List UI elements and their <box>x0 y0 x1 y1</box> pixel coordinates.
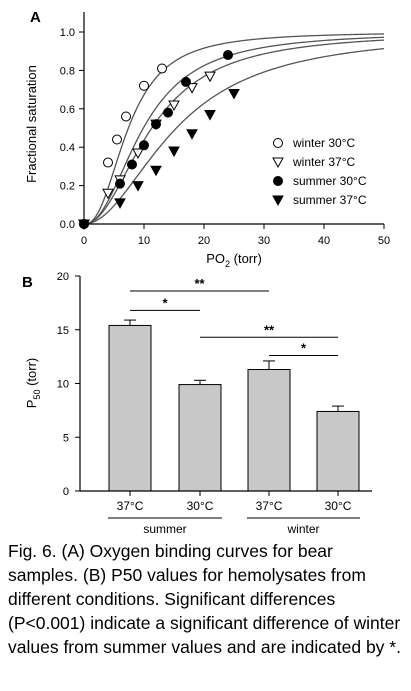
data-point <box>114 198 126 209</box>
data-point <box>204 71 216 83</box>
y-tick-label: 0.0 <box>60 219 75 231</box>
category-label: 37°C <box>256 499 283 513</box>
legend-marker <box>273 176 283 186</box>
significance-brackets: ****** <box>130 276 338 357</box>
x-tick-label: 40 <box>318 235 330 247</box>
data-point <box>181 76 191 87</box>
legend-entry: winter 30°C <box>292 136 355 150</box>
y-tick-label: 0.8 <box>60 65 75 77</box>
panel-b-y-ticks: 0 5 10 15 20 <box>57 271 80 498</box>
bar <box>108 324 152 492</box>
binding-curves <box>83 33 385 225</box>
legend-marker <box>273 138 283 148</box>
binding-curve <box>83 39 385 225</box>
bars <box>108 319 360 492</box>
legend-entry: summer 30°C <box>293 174 367 188</box>
x-tick-label: 50 <box>378 235 390 247</box>
binding-curve <box>83 47 385 225</box>
panel-a-x-label: PO2 (torr) <box>206 251 262 269</box>
category-labels: 37°C 30°C 37°C 30°C <box>117 491 352 513</box>
category-label: 30°C <box>325 499 352 513</box>
y-tick-label: 0.6 <box>60 104 75 116</box>
group-label: winter <box>286 522 319 536</box>
data-point <box>139 80 149 91</box>
data-point <box>151 119 161 130</box>
data-points <box>78 50 240 231</box>
y-tick-label: 0.4 <box>60 142 75 154</box>
panel-a-x-ticks: 0 10 20 30 40 50 <box>81 224 390 247</box>
bar <box>178 384 222 492</box>
data-point <box>121 111 131 122</box>
legend-entry: summer 37°C <box>293 193 367 207</box>
y-tick-label: 0 <box>63 486 69 498</box>
legend-marker <box>272 195 284 207</box>
x-tick-label: 20 <box>198 235 210 247</box>
data-point <box>115 178 125 189</box>
data-point <box>204 110 216 121</box>
data-point <box>132 181 144 192</box>
significance-label: * <box>301 341 307 356</box>
panel-a-axes <box>83 12 384 225</box>
legend-entry: winter 37°C <box>292 155 355 169</box>
data-point <box>157 63 167 74</box>
y-tick-label: 15 <box>57 325 69 337</box>
category-label: 37°C <box>117 499 144 513</box>
panel-b-label: B <box>22 274 33 291</box>
data-point <box>228 88 240 100</box>
binding-curve <box>83 36 385 225</box>
bar <box>316 410 360 492</box>
panel-a-y-ticks: 0.0 0.2 0.4 0.6 0.8 1.0 <box>60 27 84 231</box>
x-tick-label: 10 <box>138 235 150 247</box>
group-labels: summer winter <box>108 517 360 536</box>
y-tick-label: 10 <box>57 379 69 391</box>
data-point <box>168 100 180 111</box>
legend: winter 30°C winter 37°C summer 30°C summer … <box>272 136 367 207</box>
data-point <box>223 50 233 61</box>
data-point <box>103 157 113 168</box>
data-point <box>163 107 173 118</box>
y-tick-label: 0.2 <box>60 181 75 193</box>
data-point <box>186 83 198 94</box>
series-points <box>78 88 240 231</box>
panel-a-y-label: Fractional saturation <box>24 65 39 183</box>
x-tick-label: 0 <box>81 235 87 247</box>
legend-marker <box>272 157 284 169</box>
category-label: 30°C <box>187 499 214 513</box>
data-point <box>139 140 149 151</box>
series-points <box>79 63 167 229</box>
panel-a: A 0 10 20 30 40 50 0.0 0.2 0.4 0.6 0.8 1.0 PO2 (to… <box>24 9 390 269</box>
data-point <box>150 165 162 177</box>
panel-a-label: A <box>30 9 41 26</box>
y-tick-label: 20 <box>57 271 69 283</box>
series-points <box>78 71 216 231</box>
data-point <box>102 188 114 200</box>
series-points <box>79 50 233 229</box>
data-point <box>168 146 180 158</box>
binding-curve <box>83 33 385 225</box>
data-point <box>127 159 137 170</box>
data-point <box>78 219 90 231</box>
x-tick-label: 30 <box>258 235 270 247</box>
group-label: summer <box>143 522 186 536</box>
figure-caption: Fig. 6. (A) Oxygen binding curves for be… <box>8 541 401 657</box>
significance-label: * <box>162 295 168 310</box>
y-tick-label: 5 <box>63 432 69 444</box>
data-point <box>112 134 122 145</box>
data-point <box>132 148 144 159</box>
panel-b-y-label: P50 (torr) <box>24 358 42 408</box>
significance-label: ** <box>264 322 275 337</box>
data-point <box>186 129 198 140</box>
y-tick-label: 1.0 <box>60 27 75 39</box>
significance-label: ** <box>194 276 205 291</box>
bar <box>247 369 291 492</box>
